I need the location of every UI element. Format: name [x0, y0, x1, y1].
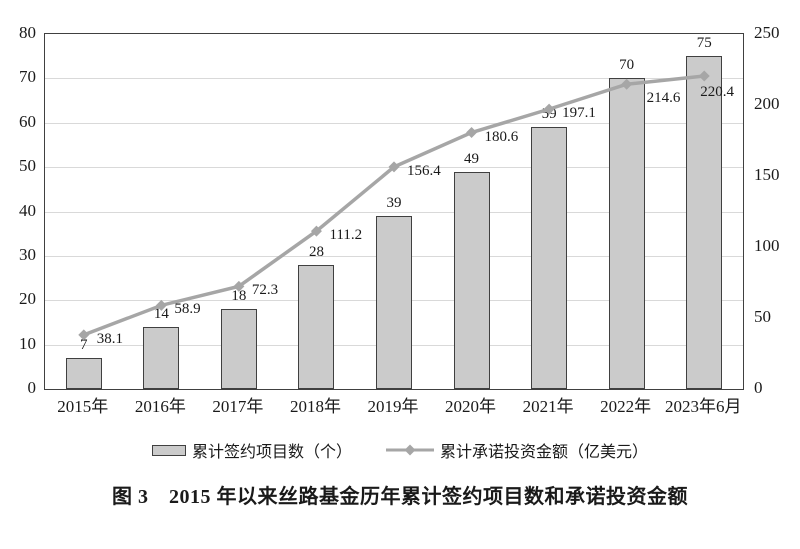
diamond-marker	[466, 127, 478, 139]
line-value-label: 72.3	[251, 282, 279, 299]
left-axis-tick: 80	[19, 23, 36, 42]
left-axis-tick: 60	[19, 111, 36, 131]
investment-line	[78, 70, 710, 341]
diamond-marker	[543, 103, 555, 115]
left-axis-tick: 70	[19, 67, 36, 87]
x-axis-label: 2015年	[57, 397, 109, 416]
diamond-marker	[698, 70, 710, 82]
bar-value-label: 7	[80, 336, 88, 353]
figure-caption: 图 3 2015 年以来丝路基金历年累计签约项目数和承诺投资金额	[112, 486, 688, 508]
bar-2018年	[298, 264, 335, 389]
left-axis-tick: 30	[19, 244, 36, 264]
right-axis-tick: 150	[754, 165, 780, 184]
diamond-marker	[233, 280, 245, 292]
line-value-label: 156.4	[407, 162, 441, 179]
bar-2021年	[531, 127, 568, 389]
line-value-label: 197.1	[562, 105, 596, 122]
right-axis-tick: 250	[754, 23, 780, 42]
bar-2019年	[376, 215, 412, 389]
bar-2022年	[608, 78, 645, 389]
legend-item-investment: 累计承诺投资金额（亿美元）	[386, 438, 648, 462]
diamond-marker	[78, 329, 90, 341]
diamond-marker	[388, 161, 400, 173]
bar-2015年	[65, 357, 102, 389]
x-axis-label: 2017年	[212, 397, 264, 416]
x-axis-label: 2023年6月	[664, 397, 742, 416]
line-value-label: 38.1	[96, 330, 124, 347]
right-axis-tick: 50	[754, 307, 771, 326]
left-axis-tick: 10	[19, 333, 36, 353]
diamond-marker	[621, 78, 633, 90]
line-value-label: 180.6	[484, 128, 519, 145]
x-axis-label: 2016年	[134, 397, 186, 416]
x-axis-label: 2018年	[289, 397, 341, 416]
line-value-label: 58.9	[174, 301, 201, 318]
grid-line	[45, 211, 743, 213]
x-axis-label: 2019年	[367, 397, 419, 416]
legend: 累计签约项目数（个） 累计承诺投资金额（亿美元）	[0, 438, 800, 462]
line-value-label: 214.6	[646, 90, 681, 107]
bar-value-label: 70	[619, 57, 635, 74]
plot-area: 7141828394959707538.158.972.3111.2156.41…	[44, 33, 744, 390]
left-axis-tick: 0	[27, 378, 37, 397]
bar-2017年	[220, 309, 257, 389]
diamond-marker	[310, 225, 322, 237]
legend-label-projects: 累计签约项目数（个）	[191, 444, 352, 461]
right-axis-tick: 200	[754, 94, 780, 113]
bar-2023年6月	[686, 56, 723, 389]
grid-line	[45, 78, 743, 80]
bar-value-label: 39	[386, 194, 402, 211]
line-swatch-icon	[386, 444, 434, 456]
diamond-marker	[155, 299, 167, 311]
x-axis-label: 2021年	[522, 397, 574, 416]
bar-2020年	[453, 171, 490, 389]
bar-value-label: 14	[153, 305, 169, 322]
left-axis-tick: 20	[19, 289, 36, 309]
line-value-label: 220.4	[700, 84, 734, 101]
grid-line	[45, 122, 743, 124]
legend-item-projects: 累计签约项目数（个）	[151, 438, 352, 462]
right-axis-tick: 100	[754, 236, 780, 255]
line-value-label: 111.2	[329, 227, 363, 244]
legend-label-investment: 累计承诺投资金额（亿美元）	[440, 444, 649, 461]
x-axis-label: 2022年	[600, 397, 652, 416]
bar-value-label: 75	[696, 35, 712, 52]
bar-value-label: 28	[308, 243, 324, 260]
bar-swatch-icon	[151, 444, 186, 456]
left-axis-tick: 40	[19, 200, 36, 220]
left-axis-tick: 50	[19, 156, 36, 176]
x-axis-label: 2020年	[445, 397, 497, 416]
bar-2016年	[143, 326, 180, 389]
bar-value-label: 49	[464, 150, 480, 167]
right-axis-tick: 0	[754, 378, 763, 397]
bar-value-label: 18	[231, 288, 247, 305]
